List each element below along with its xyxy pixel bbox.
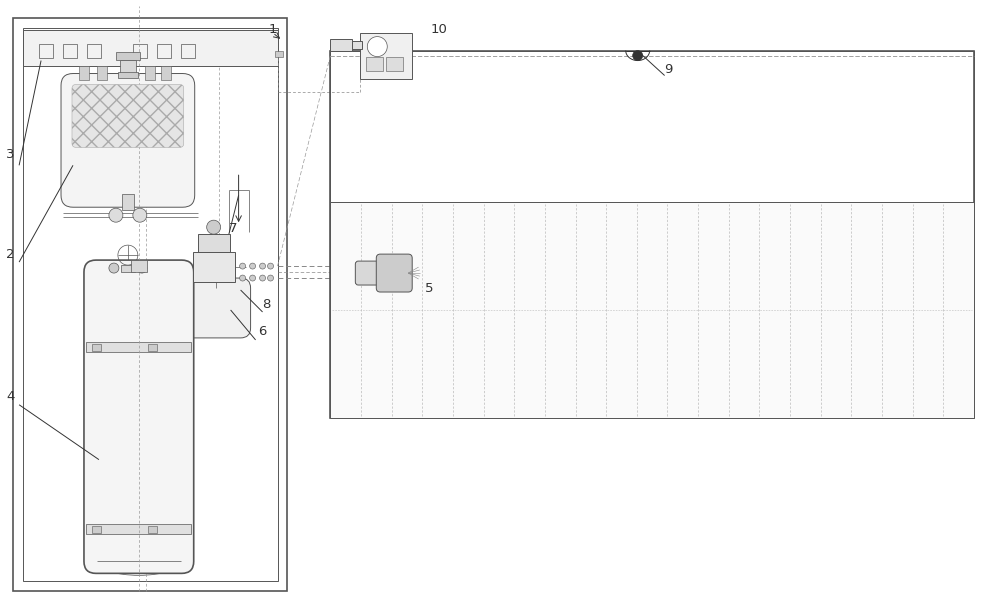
Bar: [92, 344, 101, 351]
Circle shape: [240, 275, 246, 281]
Circle shape: [260, 263, 266, 269]
Bar: [121, 265, 135, 272]
Bar: [181, 44, 195, 58]
Bar: [148, 526, 157, 533]
Bar: [131, 260, 147, 272]
Text: 4: 4: [6, 390, 15, 403]
Text: 9: 9: [665, 62, 673, 76]
Bar: [198, 234, 230, 252]
Bar: [97, 65, 107, 80]
Text: 3: 3: [6, 148, 15, 161]
Bar: [122, 194, 134, 210]
FancyBboxPatch shape: [181, 278, 251, 338]
FancyBboxPatch shape: [61, 74, 195, 207]
Bar: [86, 524, 191, 535]
Bar: [352, 41, 362, 49]
Bar: [366, 56, 383, 71]
Bar: [116, 52, 140, 59]
Bar: [63, 44, 77, 58]
Bar: [133, 44, 147, 58]
Circle shape: [133, 208, 147, 222]
Bar: [23, 28, 278, 581]
FancyBboxPatch shape: [84, 260, 194, 574]
Bar: [87, 44, 101, 58]
Bar: [386, 56, 403, 71]
Text: 2: 2: [6, 248, 15, 261]
Text: 6: 6: [259, 325, 267, 338]
FancyBboxPatch shape: [376, 254, 412, 292]
Bar: [161, 65, 171, 80]
Bar: [120, 59, 136, 74]
Bar: [23, 29, 278, 65]
FancyBboxPatch shape: [355, 261, 383, 285]
Bar: [330, 202, 974, 418]
Bar: [79, 65, 89, 80]
Bar: [39, 44, 53, 58]
Text: 10: 10: [430, 23, 447, 35]
Bar: [118, 71, 138, 77]
Circle shape: [633, 50, 643, 61]
FancyBboxPatch shape: [72, 85, 184, 148]
Circle shape: [207, 220, 221, 234]
Bar: [157, 44, 171, 58]
Bar: [148, 344, 157, 351]
Bar: [360, 32, 412, 79]
Text: 1: 1: [269, 23, 277, 35]
Circle shape: [137, 263, 147, 273]
Text: 7: 7: [229, 222, 237, 235]
Circle shape: [367, 37, 387, 56]
Bar: [330, 50, 974, 418]
Bar: [13, 17, 287, 592]
Circle shape: [240, 263, 246, 269]
Bar: [92, 526, 101, 533]
Bar: [193, 252, 235, 282]
Bar: [145, 65, 155, 80]
Circle shape: [268, 275, 274, 281]
Circle shape: [250, 275, 256, 281]
Circle shape: [268, 263, 274, 269]
Circle shape: [250, 263, 256, 269]
Bar: [330, 38, 352, 50]
Bar: [330, 50, 974, 202]
Bar: [275, 50, 283, 56]
Text: 5: 5: [425, 282, 434, 295]
Circle shape: [109, 208, 123, 222]
Circle shape: [109, 263, 119, 273]
Text: 8: 8: [263, 298, 271, 311]
Bar: [86, 342, 191, 352]
Circle shape: [260, 275, 266, 281]
